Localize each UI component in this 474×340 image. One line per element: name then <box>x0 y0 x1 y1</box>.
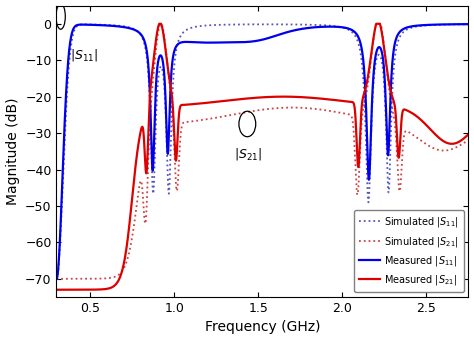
Simulated $|S_{11}|$ <box>54 277 59 281</box>
Line: Simulated $|S_{21}|$: Simulated $|S_{21}|$ <box>56 24 468 279</box>
Measured $|S_{11}|$ <box>301 27 306 31</box>
Measured $|S_{11}|$ <box>392 40 398 44</box>
Simulated $|S_{11}|$ <box>321 23 327 27</box>
Measured $|S_{21}|$ <box>128 204 134 208</box>
Measured $|S_{11}|$ <box>54 277 59 281</box>
Simulated $|S_{21}|$ <box>128 240 134 244</box>
Measured $|S_{21}|$ <box>465 132 471 136</box>
Line: Simulated $|S_{11}|$: Simulated $|S_{11}|$ <box>56 24 468 279</box>
Line: Measured $|S_{11}|$: Measured $|S_{11}|$ <box>56 24 468 279</box>
Simulated $|S_{21}|$ <box>54 277 59 281</box>
Simulated $|S_{21}|$ <box>465 138 471 142</box>
Measured $|S_{11}|$ <box>211 40 217 45</box>
Simulated $|S_{21}|$ <box>392 126 398 130</box>
Measured $|S_{21}|$ <box>211 100 217 104</box>
Legend: Simulated $|S_{11}|$, Simulated $|S_{21}|$, Measured $|S_{11}|$, Measured $|S_{2: Simulated $|S_{11}|$, Simulated $|S_{21}… <box>354 210 464 292</box>
X-axis label: Frequency (GHz): Frequency (GHz) <box>205 320 320 335</box>
Simulated $|S_{11}|$ <box>392 53 398 57</box>
Simulated $|S_{21}|$ <box>211 116 217 120</box>
Measured $|S_{21}|$ <box>361 92 367 96</box>
Simulated $|S_{11}|$ <box>128 26 134 30</box>
Simulated $|S_{11}|$ <box>301 22 306 27</box>
Measured $|S_{21}|$ <box>301 95 307 99</box>
Simulated $|S_{11}|$ <box>465 22 471 26</box>
Measured $|S_{21}|$ <box>54 288 59 292</box>
Text: $|S_{21}|$: $|S_{21}|$ <box>234 146 262 162</box>
Measured $|S_{21}|$ <box>322 97 328 101</box>
Measured $|S_{11}|$ <box>361 65 367 69</box>
Line: Measured $|S_{21}|$: Measured $|S_{21}|$ <box>56 24 468 290</box>
Simulated $|S_{21}|$ <box>301 106 307 110</box>
Measured $|S_{21}|$ <box>156 22 162 26</box>
Simulated $|S_{21}|$ <box>322 108 328 112</box>
Text: $|S_{11}|$: $|S_{11}|$ <box>70 48 98 64</box>
Simulated $|S_{11}|$ <box>361 86 367 90</box>
Measured $|S_{11}|$ <box>321 25 327 29</box>
Simulated $|S_{21}|$ <box>361 103 367 107</box>
Measured $|S_{11}|$ <box>465 22 471 26</box>
Measured $|S_{21}|$ <box>392 108 398 112</box>
Simulated $|S_{11}|$ <box>211 23 217 27</box>
Y-axis label: Magnitude (dB): Magnitude (dB) <box>6 98 19 205</box>
Measured $|S_{11}|$ <box>128 27 134 31</box>
Simulated $|S_{21}|$ <box>158 22 164 26</box>
